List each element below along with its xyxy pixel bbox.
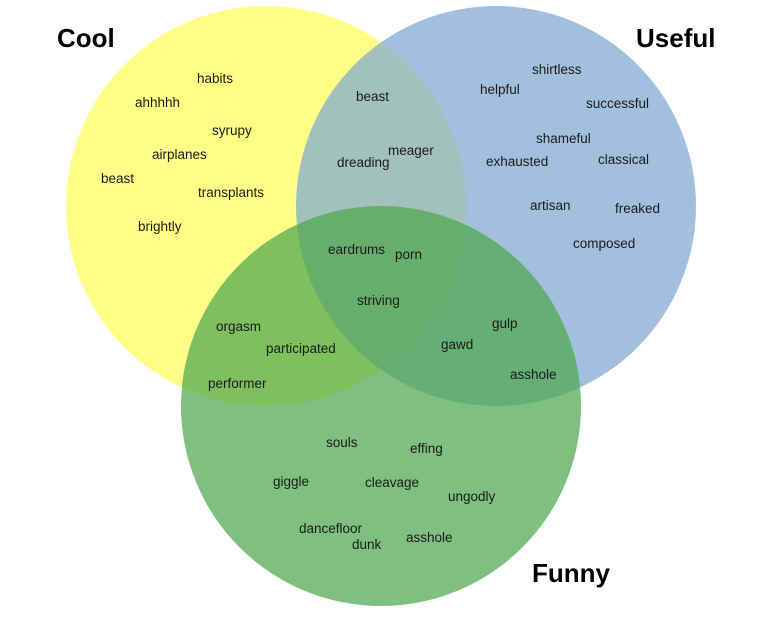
word-cool-syrupy: syrupy xyxy=(212,123,252,138)
word-useful-freaked: freaked xyxy=(615,201,660,216)
word-funny-effing: effing xyxy=(410,441,443,456)
word-funny-cleavage: cleavage xyxy=(365,475,419,490)
word-funny-asshole: asshole xyxy=(406,530,453,545)
word-funny-ungodly: ungodly xyxy=(448,489,496,504)
word-useful-funny-gawd: gawd xyxy=(441,337,473,352)
word-all-eardrums: eardrums xyxy=(328,242,385,257)
word-cool-funny-participated: participated xyxy=(266,341,336,356)
word-funny-dunk: dunk xyxy=(352,537,382,552)
word-useful-shirtless: shirtless xyxy=(532,62,582,77)
word-useful-exhausted: exhausted xyxy=(486,154,548,169)
word-useful-successful: successful xyxy=(586,96,649,111)
funny-circle xyxy=(181,206,581,606)
word-funny-giggle: giggle xyxy=(273,474,309,489)
word-funny-dancefloor: dancefloor xyxy=(299,521,363,536)
word-useful-shameful: shameful xyxy=(536,131,591,146)
word-cool-transplants: transplants xyxy=(198,185,264,200)
funny-title: Funny xyxy=(532,558,611,588)
word-cool-useful-dreading: dreading xyxy=(337,155,390,170)
word-cool-ahhhhh: ahhhhh xyxy=(135,95,180,110)
word-useful-funny-asshole: asshole xyxy=(510,367,557,382)
useful-title: Useful xyxy=(636,23,715,53)
word-all-striving: striving xyxy=(357,293,400,308)
word-useful-composed: composed xyxy=(573,236,635,251)
word-cool-funny-orgasm: orgasm xyxy=(216,319,261,334)
word-cool-useful-meager: meager xyxy=(388,143,434,158)
word-useful-helpful: helpful xyxy=(480,82,520,97)
word-useful-artisan: artisan xyxy=(530,198,571,213)
word-cool-brightly: brightly xyxy=(138,219,182,234)
word-cool-habits: habits xyxy=(197,71,233,86)
cool-title: Cool xyxy=(57,23,115,53)
word-useful-classical: classical xyxy=(598,152,649,167)
word-cool-funny-performer: performer xyxy=(208,376,267,391)
word-useful-funny-gulp: gulp xyxy=(492,316,518,331)
word-cool-airplanes: airplanes xyxy=(152,147,207,162)
word-all-porn: porn xyxy=(395,247,422,262)
word-cool-beast: beast xyxy=(101,171,134,186)
word-funny-souls: souls xyxy=(326,435,358,450)
word-cool-useful-beast: beast xyxy=(356,89,389,104)
